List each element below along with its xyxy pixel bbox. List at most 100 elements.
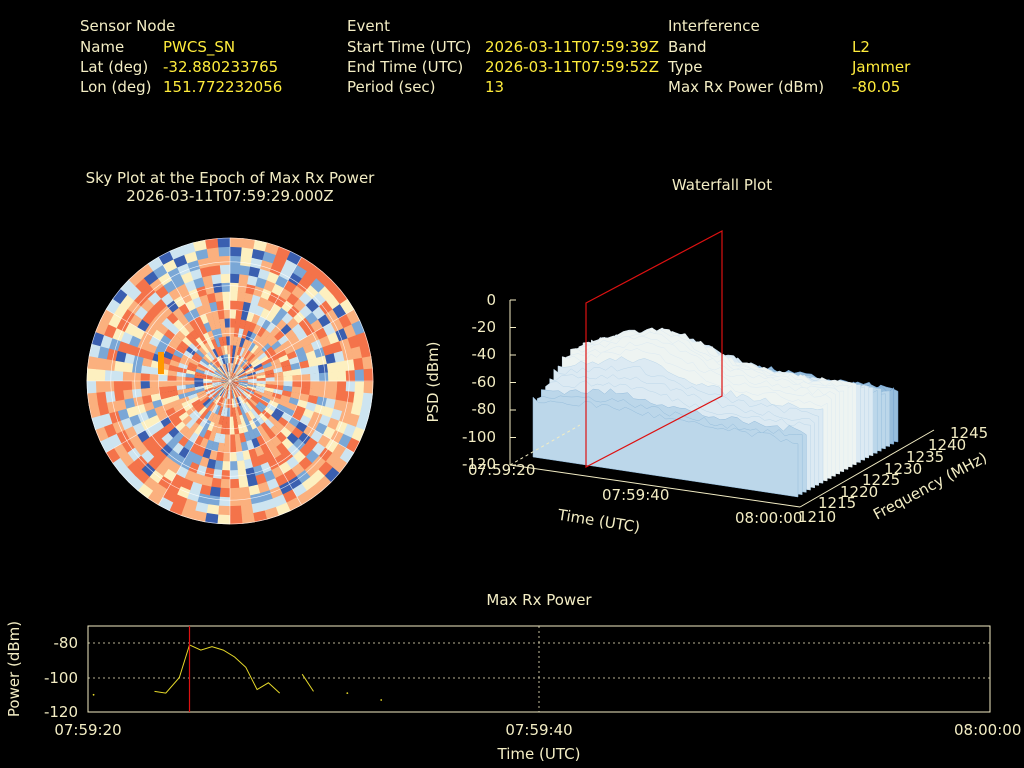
sky-cell — [193, 326, 204, 338]
sky-cell — [246, 371, 257, 377]
sky-cell — [204, 399, 213, 409]
sky-cell — [186, 365, 197, 372]
sky-cell — [205, 238, 219, 249]
sky-cell — [229, 407, 234, 418]
sky-cell — [281, 412, 293, 423]
sky-cell — [310, 381, 320, 390]
sky-cell — [234, 388, 241, 397]
sky-cell — [230, 381, 233, 391]
sky-cell — [240, 441, 249, 452]
sky-cell — [230, 282, 239, 292]
sky-cell — [163, 328, 176, 340]
sky-cell — [211, 348, 219, 358]
sky-cell — [307, 395, 319, 405]
sky-cell — [221, 470, 230, 480]
interference-heading: Interference — [668, 17, 760, 35]
sky-cell — [253, 362, 263, 370]
sky-cell — [247, 376, 258, 380]
sky-cell — [242, 450, 251, 461]
sky-cell — [137, 263, 154, 279]
interference-type-value: Jammer — [852, 58, 911, 76]
sky-cell — [252, 360, 262, 368]
sky-cell — [100, 308, 115, 325]
sky-cell — [237, 384, 247, 391]
sky-cell — [230, 318, 236, 328]
sky-cell — [95, 380, 106, 393]
sky-cell — [262, 251, 277, 264]
time-axis-line — [509, 464, 801, 508]
sky-cell — [292, 381, 302, 388]
sky-cell — [126, 447, 141, 462]
sky-cell — [202, 419, 212, 430]
sky-cell — [274, 371, 284, 378]
sky-cell — [250, 294, 261, 306]
sky-cell — [224, 434, 230, 444]
sky-cell — [235, 309, 243, 320]
sky-cell — [237, 424, 244, 435]
sky-cell — [338, 433, 352, 449]
sky-cell — [143, 401, 155, 412]
sky-cell — [132, 355, 144, 366]
sky-cell — [265, 384, 275, 389]
sky-cell — [246, 439, 255, 451]
sky-cell — [230, 246, 243, 257]
z-tick-label: -60 — [471, 373, 497, 391]
power-y-tick-label: -120 — [43, 703, 78, 721]
sky-cell — [185, 384, 195, 389]
sky-cell — [281, 339, 293, 350]
sky-cell — [119, 452, 135, 468]
sky-cell — [176, 388, 187, 395]
sky-cell — [112, 288, 128, 305]
sky-cell — [238, 381, 249, 383]
sky-cell — [214, 337, 221, 348]
sky-cell — [131, 372, 141, 381]
sky-cell — [206, 458, 216, 470]
sky-cell — [345, 381, 356, 393]
sky-cell — [219, 487, 230, 498]
sky-cell — [121, 308, 136, 323]
sky-cell — [216, 356, 223, 366]
sky-cell — [203, 384, 213, 388]
sky-cell — [248, 448, 258, 460]
power-line — [154, 644, 281, 694]
sky-cell — [236, 346, 243, 356]
sky-cell — [335, 390, 347, 402]
sky-cell — [171, 334, 183, 346]
sky-cell — [183, 498, 198, 511]
sky-cell — [228, 389, 230, 400]
sky-cell — [112, 457, 128, 474]
sky-cell — [217, 367, 225, 375]
sky-cell — [305, 401, 317, 412]
sky-cell — [199, 484, 212, 496]
waterfall-plot-title: Waterfall Plot — [671, 176, 773, 194]
sky-cell — [309, 388, 320, 397]
sky-cell — [213, 384, 223, 391]
sky-cell — [199, 266, 212, 278]
sky-cell — [319, 335, 332, 348]
sky-cell — [230, 335, 235, 346]
sky-cell — [198, 394, 208, 402]
sky-cell — [122, 380, 133, 391]
sky-cell — [252, 334, 262, 345]
sky-cell — [354, 381, 365, 394]
sky-cell — [239, 414, 246, 425]
sky-cell — [256, 435, 266, 447]
sky-cell — [226, 335, 231, 346]
sky-cell — [213, 319, 221, 330]
sky-cell — [202, 274, 214, 286]
sky-cell — [232, 345, 237, 355]
sky-cell — [193, 380, 204, 385]
sky-cell — [167, 267, 182, 281]
sky-cell — [302, 343, 315, 354]
sky-cell — [243, 458, 254, 470]
sky-cell — [181, 353, 192, 363]
sky-cell — [224, 373, 230, 381]
sky-cell — [230, 381, 234, 390]
sky-cell — [239, 347, 246, 357]
sky-cell — [184, 376, 195, 381]
sky-cell — [236, 406, 243, 416]
sky-cell — [270, 358, 281, 366]
sky-cell — [189, 329, 200, 340]
sky-cell — [221, 377, 230, 381]
sky-cell — [156, 340, 169, 351]
